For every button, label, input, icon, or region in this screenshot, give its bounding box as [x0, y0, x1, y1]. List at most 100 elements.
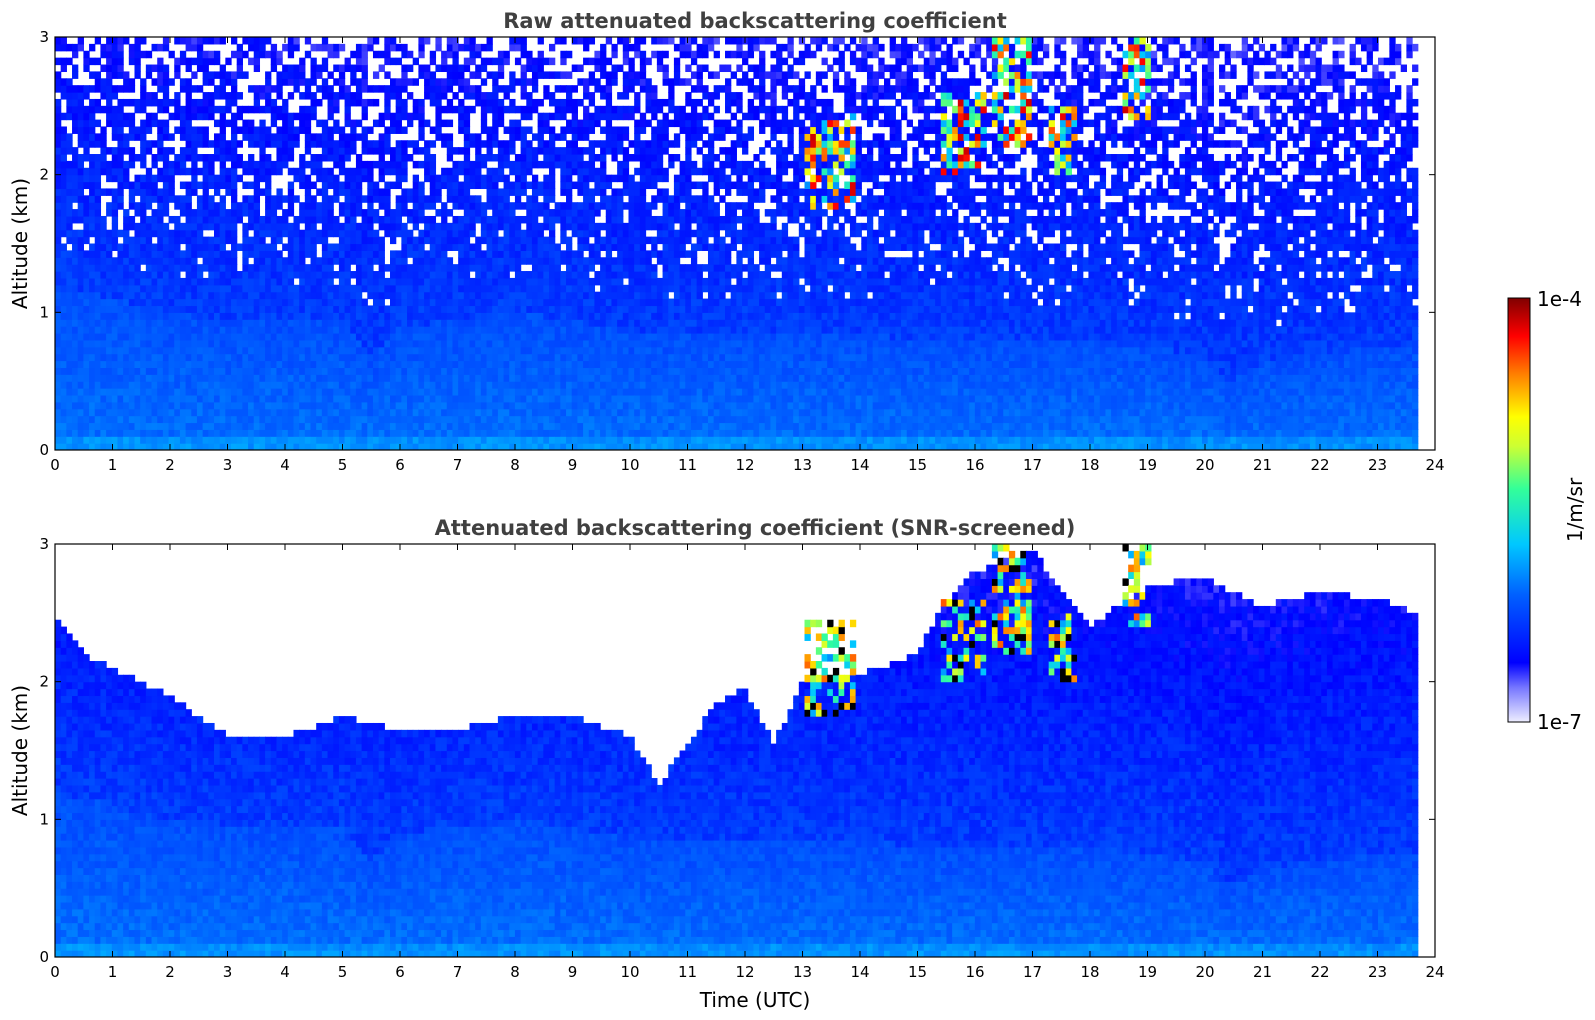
heat-cell: [458, 43, 465, 52]
heat-cell: [605, 105, 613, 114]
heat-cell: [259, 50, 266, 59]
heat-cell: [480, 112, 488, 121]
heat-cell: [72, 360, 79, 368]
panel-raw-heatmap: [55, 37, 1419, 450]
heat-cell: [236, 140, 243, 148]
heat-cell: [117, 188, 124, 196]
heat-cell: [560, 339, 567, 348]
heat-cell: [185, 243, 192, 251]
heat-cell: [265, 346, 272, 355]
heat-cell: [134, 174, 141, 183]
heat-cell: [446, 284, 454, 293]
heat-cell: [225, 443, 232, 450]
heat-cell: [566, 215, 573, 224]
heat-cell: [605, 119, 613, 128]
heat-cell: [327, 326, 334, 334]
heat-cell: [412, 339, 419, 348]
heat-cell: [310, 291, 317, 300]
heat-cell: [338, 167, 346, 176]
heat-cell: [191, 236, 198, 245]
heat-cell: [492, 381, 499, 389]
heat-cell: [225, 257, 232, 265]
heat-cell: [185, 181, 192, 190]
heat-cell: [282, 64, 289, 73]
heat-cell: [179, 339, 187, 348]
heat-cell: [265, 271, 272, 279]
heat-cell: [316, 422, 323, 430]
heat-cell: [594, 85, 601, 93]
heat-cell: [208, 346, 215, 355]
heat-cell: [577, 209, 584, 217]
heat-cell: [123, 436, 130, 444]
heat-cell: [253, 332, 261, 341]
heat-cell: [94, 422, 102, 430]
heat-cell: [497, 195, 505, 203]
heat-cell: [123, 353, 130, 362]
heat-cell: [72, 243, 79, 251]
heat-cell: [117, 422, 124, 430]
heat-cell: [128, 154, 136, 162]
heat-cell: [463, 78, 471, 86]
heat-cell: [60, 394, 67, 403]
heat-cell: [503, 85, 510, 93]
heat-cell: [134, 277, 141, 286]
heat-cell: [543, 181, 550, 190]
heat-cell: [157, 209, 164, 217]
heat-cell: [531, 257, 539, 265]
heat-cell: [89, 271, 96, 279]
heat-cell: [469, 298, 476, 307]
heat-cell: [72, 105, 79, 114]
heat-cell: [168, 319, 175, 327]
heat-cell: [100, 305, 107, 313]
heat-cell: [418, 319, 425, 327]
heat-cell: [361, 147, 368, 155]
heat-cell: [117, 71, 124, 79]
heat-cell: [543, 429, 550, 437]
heat-cell: [509, 209, 516, 217]
heat-cell: [605, 229, 613, 238]
heat-cell: [66, 422, 73, 430]
heat-cell: [94, 71, 102, 79]
heat-cell: [458, 443, 465, 450]
heat-cell: [231, 291, 238, 300]
heat-cell: [486, 188, 493, 196]
heat-cell: [83, 264, 90, 272]
heat-cell: [55, 140, 62, 148]
heat-cell: [611, 326, 618, 334]
heat-cell: [554, 243, 561, 251]
heat-cell: [355, 229, 363, 238]
heat-cell: [605, 332, 613, 341]
heat-cell: [543, 346, 550, 355]
heat-cell: [111, 71, 119, 79]
heat-cell: [537, 229, 544, 238]
heat-cell: [310, 57, 317, 66]
heat-cell: [316, 305, 323, 313]
heat-cell: [355, 367, 363, 375]
heat-cell: [77, 160, 84, 169]
heat-cell: [537, 312, 544, 320]
heat-cell: [424, 277, 431, 286]
heat-cell: [287, 119, 295, 128]
heat-cell: [446, 326, 454, 334]
heat-cell: [242, 367, 249, 375]
heat-cell: [89, 174, 96, 183]
heat-cell: [543, 284, 550, 293]
heat-cell: [225, 215, 232, 224]
heat-cell: [191, 209, 198, 217]
heat-cell: [293, 174, 300, 183]
heat-cell: [248, 105, 255, 114]
heat-cell: [514, 436, 522, 444]
heat-cell: [208, 401, 215, 410]
heat-cell: [355, 181, 363, 190]
heat-cell: [276, 443, 283, 450]
heat-cell: [100, 436, 107, 444]
heat-cell: [594, 346, 601, 355]
heat-cell: [367, 360, 374, 368]
heat-cell: [208, 167, 215, 176]
heat-cell: [282, 160, 289, 169]
heat-cell: [475, 257, 482, 265]
heat-cell: [435, 271, 442, 279]
heat-cell: [594, 209, 601, 217]
heat-cell: [66, 92, 73, 100]
heat-cell: [259, 215, 266, 224]
